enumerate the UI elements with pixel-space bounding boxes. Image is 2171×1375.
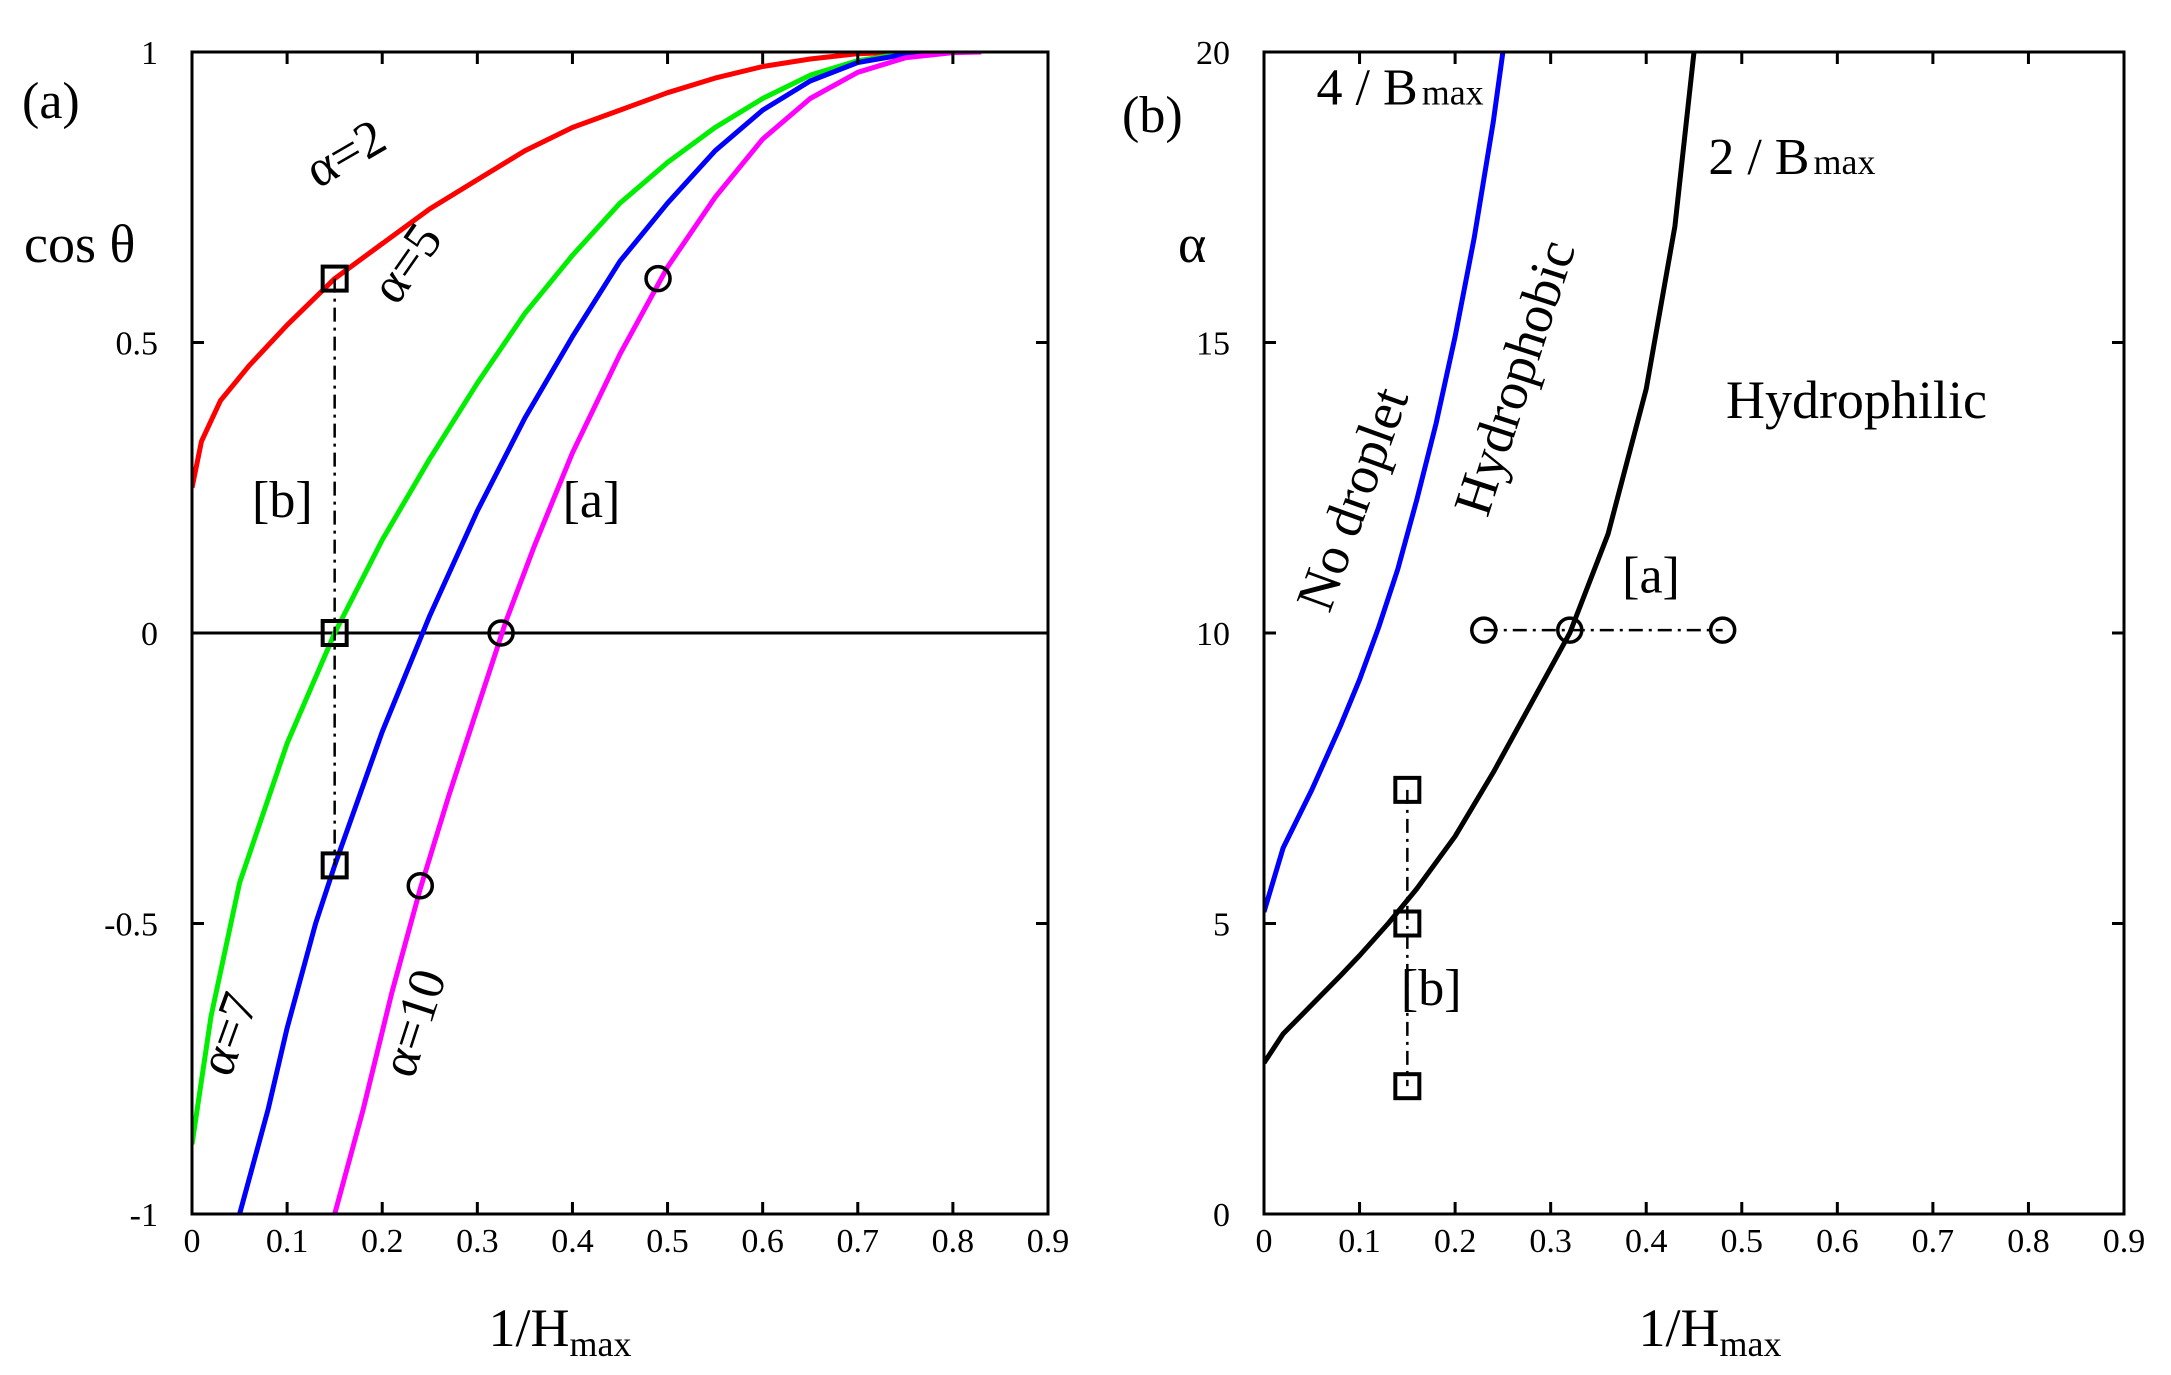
y-axis-title: α [1178, 214, 1206, 274]
y-axis-title: cos θ [24, 214, 135, 274]
series-label-3: α=7 [188, 986, 270, 1083]
x-tick-label: 0.6 [741, 1223, 784, 1260]
x-axis-title-subscript: max [1720, 1324, 1782, 1364]
y-tick-label: -0.5 [104, 907, 158, 944]
series-line-2 [192, 52, 935, 1145]
circle-marker [644, 264, 672, 293]
panel-label: (b) [1122, 87, 1183, 144]
circle-marker [487, 619, 515, 647]
x-axis-title-main: 1/H [489, 1298, 570, 1358]
series-label-text: 2 / B [1708, 129, 1809, 186]
x-axis-title: 1/Hmax [1639, 1298, 1782, 1364]
x-tick-label: 0.9 [1027, 1223, 1070, 1260]
region-label-3: Hydrophilic [1726, 370, 1987, 430]
series-label-text: α=7 [188, 986, 270, 1083]
series-label-text: α=2 [295, 109, 395, 200]
series-label-text: α=10 [370, 963, 458, 1084]
marker-group-label-1: [a] [1622, 547, 1680, 604]
y-tick-label: 1 [141, 35, 158, 72]
region-label-2: Hydrophobic [1442, 233, 1587, 523]
square-marker [1393, 775, 1422, 804]
x-tick-label: 0.2 [1434, 1223, 1477, 1260]
series-line-1 [192, 52, 906, 489]
marker-group-label-1: [b] [252, 472, 313, 529]
x-tick-label: 0 [1256, 1223, 1273, 1260]
square-marker [320, 264, 349, 293]
series-label-4: α=10 [370, 963, 458, 1084]
y-tick-label: 15 [1196, 326, 1230, 363]
x-tick-label: 0.5 [1721, 1223, 1764, 1260]
y-tick-label: 5 [1213, 907, 1230, 944]
series-line-4 [332, 52, 982, 1214]
series-line-1 [1264, 52, 1506, 913]
x-tick-label: 0.3 [456, 1223, 499, 1260]
x-tick-label: 0.8 [932, 1223, 975, 1260]
series-label-text: 4 / B [1317, 59, 1418, 116]
x-tick-label: 0.8 [2007, 1223, 2050, 1260]
square-marker [320, 851, 349, 880]
square-marker [1393, 1072, 1422, 1101]
x-axis-title-main: 1/H [1639, 1298, 1720, 1358]
series-label-1: α=2 [295, 109, 395, 200]
square-marker [1393, 909, 1422, 938]
series-label-subscript: max [1422, 72, 1484, 112]
y-tick-label: 0.5 [116, 326, 159, 363]
x-tick-label: 0.4 [1625, 1223, 1668, 1260]
circle-marker [1556, 616, 1584, 644]
curves [192, 52, 982, 1214]
circle-marker [1470, 616, 1498, 644]
x-tick-label: 0.2 [361, 1223, 404, 1260]
x-axis-title: 1/Hmax [489, 1298, 632, 1364]
series-label-text: α=5 [360, 213, 454, 313]
curves [1264, 52, 1697, 1065]
x-tick-label: 0.5 [646, 1223, 689, 1260]
y-tick-label: 20 [1196, 35, 1230, 72]
plot-frame [1262, 50, 2126, 1216]
x-tick-label: 0 [184, 1223, 201, 1260]
x-tick-label: 0.9 [2103, 1223, 2146, 1260]
series-label-2: α=5 [360, 213, 454, 313]
x-tick-label: 0.3 [1529, 1223, 1572, 1260]
circle-marker [406, 871, 435, 900]
region-label-1: No droplet [1284, 380, 1420, 619]
y-tick-label: 0 [141, 616, 158, 653]
x-tick-label: 0.7 [837, 1223, 880, 1260]
x-axis-title-subscript: max [570, 1324, 632, 1364]
x-tick-label: 0.6 [1816, 1223, 1859, 1260]
y-tick-label: 10 [1196, 616, 1230, 653]
square-marker [320, 619, 349, 647]
x-tick-label: 0.1 [266, 1223, 309, 1260]
panel-a: α=2 α=5 α=7 α=10 [b] [a] 0 0.1 0.2 0.3 0.4 0.5 0.6 0.… [22, 35, 1069, 1364]
x-tick-label: 0.7 [1912, 1223, 1955, 1260]
y-tick-label: -1 [130, 1197, 158, 1234]
series-line-3 [237, 52, 954, 1214]
marker-group-label-2: [b] [1401, 960, 1462, 1017]
panel-label: (a) [22, 73, 80, 130]
y-tick-label: 0 [1213, 1197, 1230, 1234]
series-label-subscript: max [1813, 142, 1875, 182]
circle-marker [1708, 616, 1737, 644]
marker-group-label-2: [a] [563, 472, 621, 529]
x-tick-label: 0.1 [1338, 1223, 1381, 1260]
series-line-2 [1264, 52, 1697, 1065]
x-tick-label: 0.4 [551, 1223, 594, 1260]
